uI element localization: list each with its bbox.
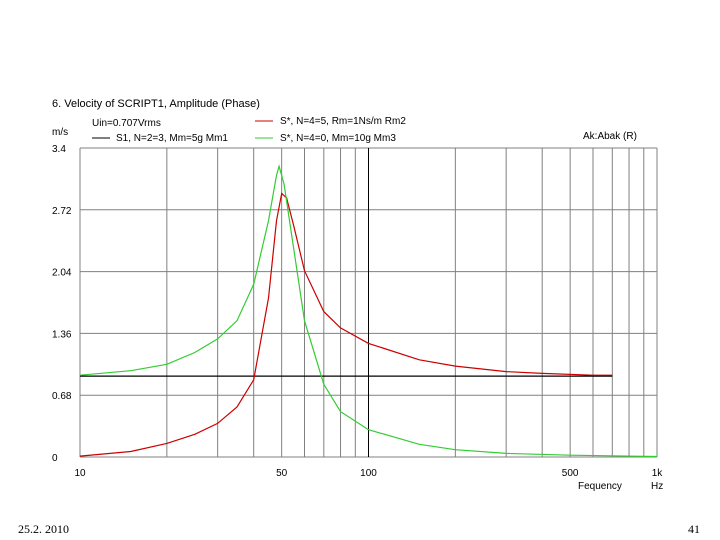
x-tick-label: 50 (276, 468, 288, 479)
corner-label: Ak:Abak (R) (583, 131, 637, 142)
x-tick-label: 1k (652, 468, 664, 479)
y-tick-label: 3.4 (52, 144, 66, 155)
y-tick-label: 1.36 (52, 329, 72, 340)
legend-label-s2: S*, N=4=5, Rm=1Ns/m Rm2 (280, 116, 406, 127)
input-voltage-annotation: Uin=0.707Vrms (92, 118, 161, 129)
y-axis-unit: m/s (52, 127, 68, 138)
chart-title: 6. Velocity of SCRIPT1, Amplitude (Phase… (52, 98, 260, 110)
y-tick-label: 2.04 (52, 268, 72, 279)
tick-labels: 3.4 2.72 2.04 1.36 0.68 0 10 50 100 500 1k (52, 144, 663, 479)
y-tick-label: 0 (52, 453, 58, 464)
x-tick-label: 10 (74, 468, 86, 479)
footer-date: 25.2. 2010 (18, 522, 69, 536)
page-number: 41 (688, 522, 700, 536)
y-tick-label: 0.68 (52, 391, 72, 402)
x-tick-label: 100 (360, 468, 377, 479)
series-line-3 (79, 163, 658, 458)
x-axis-label: Fequency (578, 481, 622, 492)
legend-label-s3: S*, N=4=0, Mm=10g Mm3 (280, 133, 396, 144)
series-layer (79, 163, 658, 458)
x-axis-unit: Hz (651, 481, 663, 492)
grid-layer (79, 147, 658, 458)
series-line-2 (79, 192, 613, 457)
legend-label-s1: S1, N=2=3, Mm=5g Mm1 (116, 133, 228, 144)
y-tick-label: 2.72 (52, 206, 72, 217)
x-tick-label: 500 (562, 468, 579, 479)
